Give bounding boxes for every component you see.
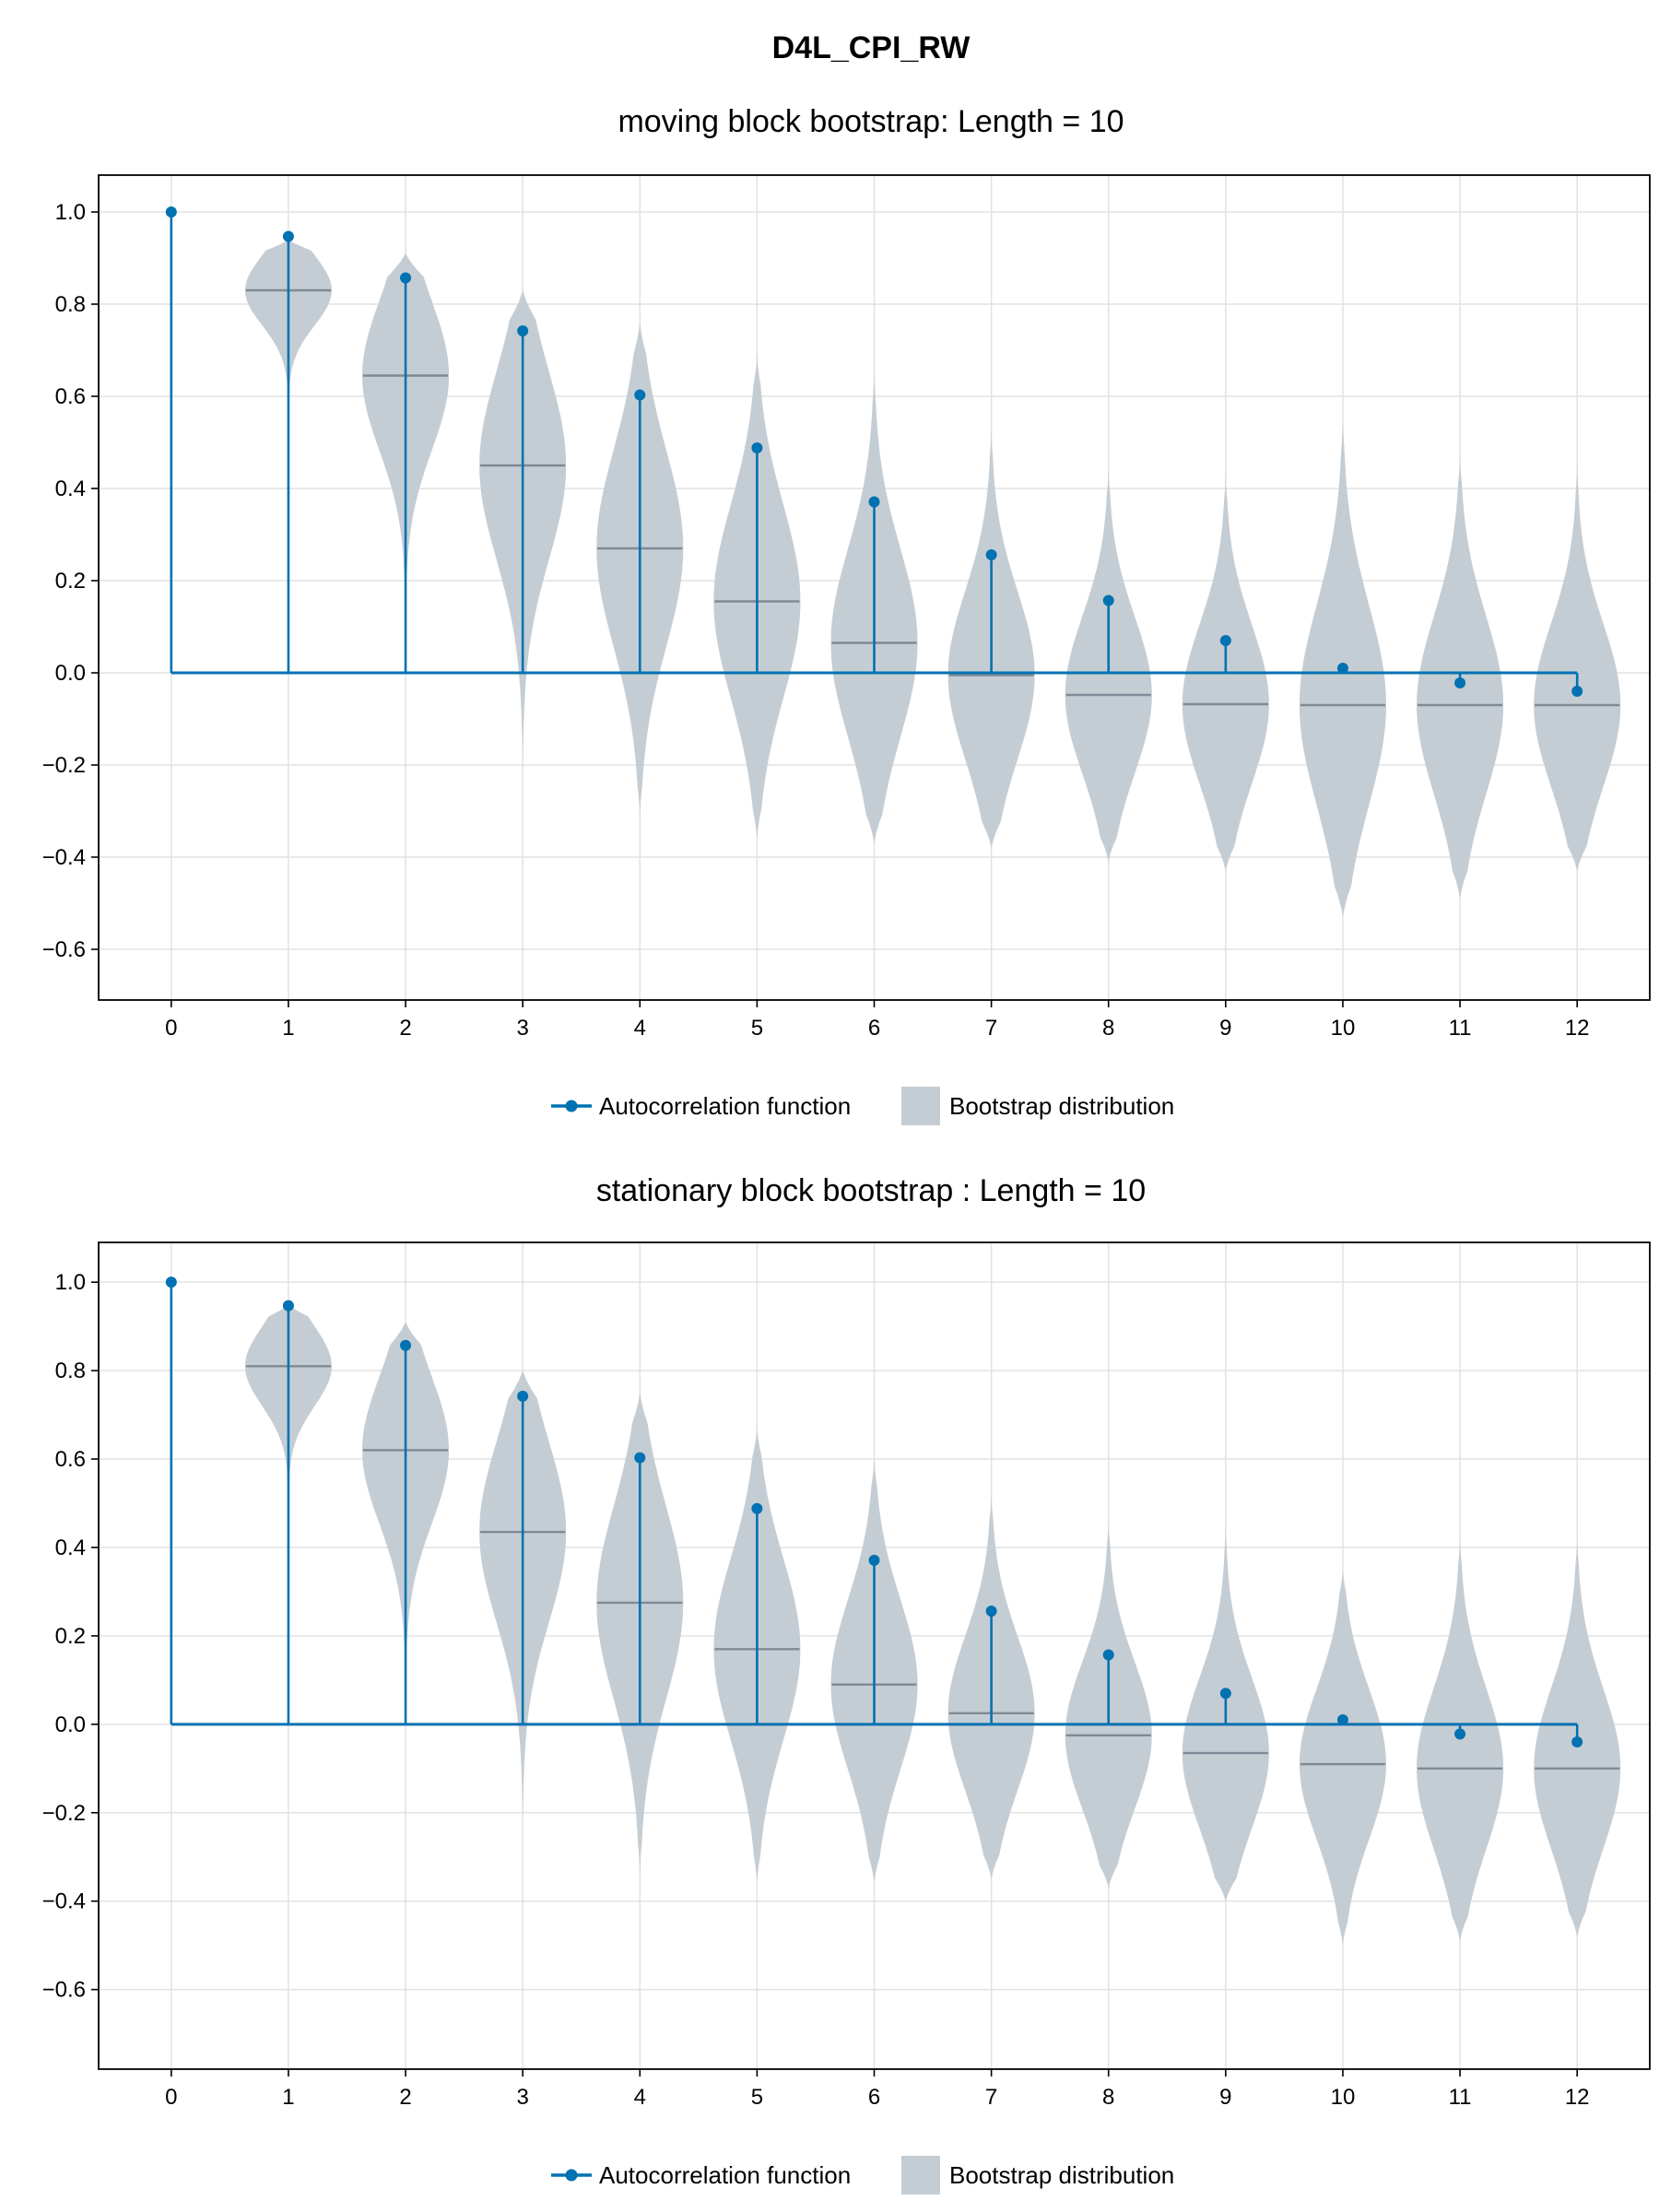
acf-point-lag-0	[165, 206, 177, 218]
acf-point-lag-1	[282, 1300, 294, 1312]
x-tick-label: 8	[1102, 1016, 1114, 1041]
x-tick-label: 0	[165, 2085, 177, 2110]
acf-point-lag-10	[1336, 1714, 1348, 1726]
y-tick-label: 1.0	[55, 200, 86, 225]
y-tick-label: −0.2	[42, 1801, 86, 1826]
x-tick-label: 7	[985, 2085, 997, 2110]
acf-point-lag-4	[634, 389, 646, 401]
acf-point-lag-7	[985, 549, 997, 560]
legend-acf-label: Autocorrelation function	[599, 1092, 851, 1120]
acf-point-lag-12	[1571, 1736, 1583, 1748]
x-tick-label: 1	[282, 2085, 294, 2110]
figure-title: D4L_CPI_RW	[772, 30, 971, 65]
acf-point-lag-4	[634, 1452, 646, 1464]
x-tick-label: 10	[1331, 1016, 1356, 1041]
acf-point-lag-8	[1102, 1649, 1114, 1661]
x-tick-label: 3	[516, 1016, 528, 1041]
legend-acf-label: Autocorrelation function	[599, 2161, 851, 2189]
y-tick-label: −0.4	[42, 1889, 86, 1914]
acf-point-lag-6	[868, 1554, 880, 1566]
acf-point-lag-0	[165, 1277, 177, 1288]
plot-area: −0.6−0.4−0.20.00.20.40.60.81.00 1 2 3 4 5 6 7 8 9…	[42, 174, 1651, 1041]
acf-point-lag-2	[400, 1339, 412, 1351]
x-tick-label: 6	[868, 2085, 880, 2110]
violin-lag-10	[1299, 1570, 1386, 1946]
acf-point-lag-7	[985, 1606, 997, 1618]
acf-point-lag-9	[1219, 635, 1231, 646]
acf-point-lag-3	[517, 1390, 529, 1402]
y-tick-label: 0.0	[55, 661, 86, 686]
x-tick-label: 2	[399, 2085, 411, 2110]
y-tick-label: −0.4	[42, 845, 86, 870]
legend-bootstrap-swatch	[901, 2156, 940, 2194]
legend-bootstrap-swatch	[901, 1087, 940, 1125]
y-tick-label: −0.2	[42, 753, 86, 778]
y-tick-label: 0.6	[55, 384, 86, 409]
x-tick-label: 9	[1219, 1016, 1231, 1041]
acf-point-lag-6	[868, 496, 880, 508]
legend: Autocorrelation function Bootstrap distr…	[551, 2156, 1174, 2194]
x-tick-label: 2	[399, 1016, 411, 1041]
panel-title: stationary block bootstrap : Length = 10	[596, 1173, 1146, 1208]
y-tick-label: 0.4	[55, 1535, 86, 1560]
x-tick-label: 9	[1219, 2085, 1231, 2110]
violin-lag-11	[1417, 1538, 1504, 1941]
x-tick-label: 1	[282, 1016, 294, 1041]
acf-point-lag-12	[1571, 686, 1583, 697]
acf-point-lag-11	[1454, 1728, 1466, 1740]
acf-point-lag-9	[1219, 1688, 1231, 1700]
y-tick-label: 0.6	[55, 1447, 86, 1472]
x-tick-label: 0	[165, 1016, 177, 1041]
x-tick-label: 6	[868, 1016, 880, 1041]
x-tick-label: 4	[634, 2085, 646, 2110]
plot-area: −0.6−0.4−0.20.00.20.40.60.81.00 1 2 3 4 5 6 7 8 9…	[42, 1241, 1651, 2110]
acf-point-lag-1	[282, 230, 294, 242]
panel-title: moving block bootstrap: Length = 10	[618, 104, 1124, 139]
legend-acf-marker	[565, 1100, 578, 1112]
x-tick-label: 3	[516, 2085, 528, 2110]
legend-bootstrap-label: Bootstrap distribution	[949, 1092, 1174, 1120]
acf-point-lag-5	[751, 1502, 763, 1514]
acf-point-lag-5	[751, 442, 763, 453]
panel-stationary-block: stationary block bootstrap : Length = 10…	[42, 1173, 1651, 2194]
acf-point-lag-10	[1336, 663, 1348, 674]
x-tick-label: 8	[1102, 2085, 1114, 2110]
acf-point-lag-11	[1454, 677, 1466, 688]
legend-acf-marker	[565, 2169, 578, 2182]
y-tick-label: 0.0	[55, 1712, 86, 1737]
legend: Autocorrelation function Bootstrap distr…	[551, 1087, 1174, 1125]
y-tick-label: 0.2	[55, 1624, 86, 1649]
y-tick-label: 0.8	[55, 1359, 86, 1383]
x-tick-label: 5	[751, 1016, 763, 1041]
y-tick-label: −0.6	[42, 1978, 86, 2003]
x-tick-label: 5	[751, 2085, 763, 2110]
y-tick-label: −0.6	[42, 937, 86, 962]
y-tick-label: 0.4	[55, 477, 86, 501]
violin-lag-12	[1534, 465, 1621, 871]
x-tick-label: 11	[1449, 1016, 1472, 1041]
y-tick-label: 0.2	[55, 569, 86, 594]
x-tick-label: 12	[1565, 1016, 1590, 1041]
x-tick-label: 12	[1565, 2085, 1590, 2110]
y-tick-label: 1.0	[55, 1270, 86, 1295]
x-tick-label: 11	[1449, 2085, 1472, 2110]
acf-point-lag-2	[400, 272, 412, 284]
panel-moving-block: moving block bootstrap: Length = 10 −0.6…	[42, 104, 1651, 1125]
legend-bootstrap-label: Bootstrap distribution	[949, 2161, 1174, 2189]
acf-point-lag-3	[517, 325, 529, 336]
x-tick-label: 4	[634, 1016, 646, 1041]
x-tick-label: 7	[985, 1016, 997, 1041]
x-tick-label: 10	[1331, 2085, 1356, 2110]
acf-point-lag-8	[1102, 594, 1114, 606]
y-tick-label: 0.8	[55, 292, 86, 317]
